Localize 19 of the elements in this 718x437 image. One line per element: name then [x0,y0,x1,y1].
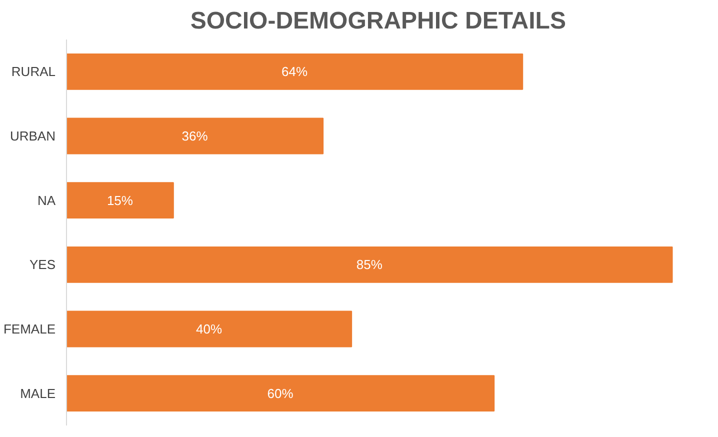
y-tick-label: URBAN [10,128,56,144]
data-label: 64% [282,64,308,80]
y-tick-label: FEMALE [3,322,56,336]
data-label: 60% [267,386,294,401]
chart-title: SOCIO-DEMOGRAPHIC DETAILS [190,8,566,34]
bar [66,118,324,154]
bar [66,182,174,219]
data-label: 40% [196,322,222,336]
bar [66,246,673,283]
y-tick-label: YES [29,257,56,272]
data-label: 36% [182,128,208,144]
bar [66,375,495,412]
y-tick-label: MALE [20,386,56,401]
data-label: 15% [106,192,134,208]
y-tick-label: RURAL [11,64,56,80]
data-label: 85% [356,257,383,272]
bar [66,53,524,90]
bar [66,310,352,348]
y-tick-label: NA [37,192,56,208]
